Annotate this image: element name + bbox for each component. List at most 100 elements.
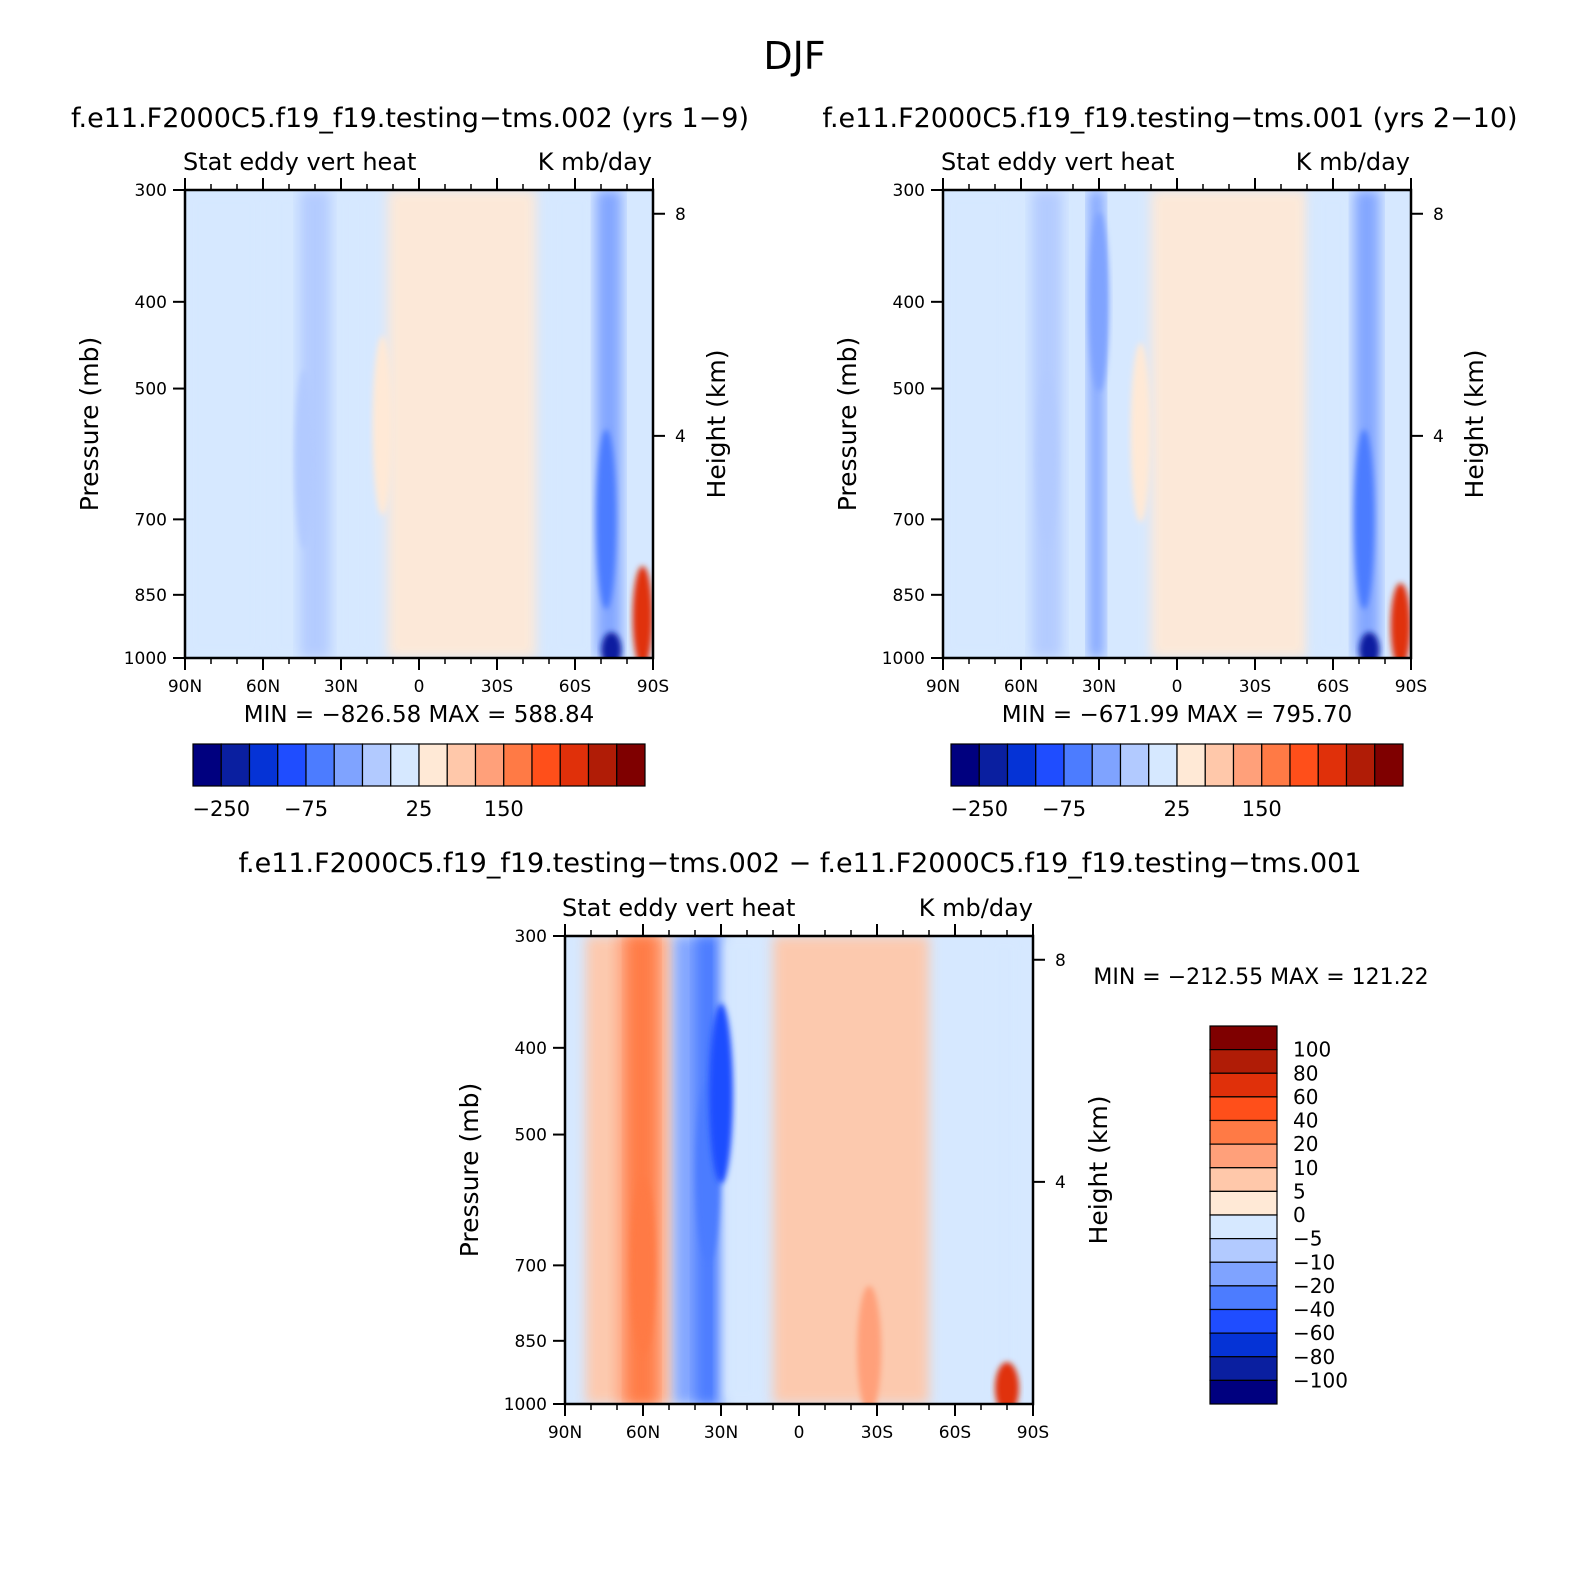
colorbar-swatch: [1035, 743, 1065, 787]
panel-1-title: f.e11.F2000C5.f19_f19.testing−tms.002 (y…: [71, 103, 749, 134]
x-tick-label: 90N: [168, 677, 202, 697]
x-tick-label: 30S: [861, 1423, 893, 1443]
field-band: [185, 190, 263, 658]
field-feature: [1354, 429, 1375, 610]
y-tick-label: 400: [893, 293, 925, 313]
x-tick-label: 90S: [1395, 677, 1427, 697]
colorbar-swatch: [1209, 1072, 1278, 1098]
field-feature: [1130, 342, 1151, 523]
field-feature: [1359, 632, 1380, 658]
right-tick-label: 8: [675, 205, 686, 225]
panel-3: f.e11.F2000C5.f19_f19.testing−tms.002 − …: [238, 848, 1428, 1443]
page-title: DJF: [763, 34, 826, 78]
panel-3-min-max: MIN = −212.55 MAX = 121.22: [1093, 965, 1428, 990]
colorbar-label: −10: [1293, 1250, 1335, 1274]
colorbar-label: 100: [1293, 1038, 1331, 1062]
right-tick-label: 4: [675, 427, 686, 447]
colorbar-label: 25: [406, 797, 433, 821]
panel-1-colorbar: −250 −75 25 150: [192, 743, 646, 821]
colorbar-swatch: [1209, 1096, 1278, 1122]
panel-2-contour-field: [943, 190, 1411, 658]
x-tick-label: 0: [794, 1423, 805, 1443]
field-band: [1312, 190, 1354, 658]
colorbar-swatch: [1209, 1356, 1278, 1381]
field-feature: [995, 1362, 1019, 1404]
colorbar-label: −250: [192, 797, 250, 821]
field-band: [721, 936, 763, 1404]
field-band: [549, 190, 596, 658]
field-feature: [596, 429, 617, 610]
colorbar-swatch: [559, 743, 590, 787]
panel-2: f.e11.F2000C5.f19_f19.testing−tms.001 (y…: [822, 103, 1517, 821]
panel-2-right-axis-label: Height (km): [1460, 350, 1489, 499]
field-feature: [1390, 583, 1411, 658]
colorbar-label: −40: [1293, 1298, 1335, 1322]
colorbar-swatch: [1204, 743, 1235, 787]
x-tick-label: 30N: [324, 677, 358, 697]
panel-3-ylabel: Pressure (mb): [455, 1083, 484, 1257]
colorbar-swatch: [1209, 1119, 1278, 1145]
panel-3-title: f.e11.F2000C5.f19_f19.testing−tms.002 − …: [238, 848, 1361, 879]
colorbar-label: 150: [484, 797, 524, 821]
right-tick-label: 4: [1433, 427, 1444, 447]
colorbar-swatch: [390, 743, 420, 787]
colorbar-swatch: [978, 743, 1009, 787]
colorbar-swatch: [192, 743, 222, 787]
panel-3-axes: 90N 60N 30N 0 30S 60S 90S 300 400 500 700 850 1000 8 4: [504, 924, 1066, 1443]
colorbar-label: −60: [1293, 1321, 1335, 1345]
y-tick-label: 400: [135, 293, 167, 313]
x-tick-label: 30N: [704, 1423, 738, 1443]
x-tick-label: 90N: [926, 677, 960, 697]
field-band: [341, 190, 367, 658]
panel-1-min-max: MIN = −826.58 MAX = 588.84: [244, 702, 595, 728]
x-tick-label: 90S: [637, 677, 669, 697]
colorbar-swatch: [1091, 743, 1122, 787]
colorbar-swatch: [1209, 1214, 1278, 1240]
y-tick-label: 1000: [124, 649, 167, 669]
panel-2-axes: 90N 60N 30N 0 30S 60S 90S 300 400 500 700 850 1000 8 4: [882, 178, 1444, 697]
y-tick-label: 1000: [504, 1395, 547, 1415]
colorbar-label: 60: [1293, 1085, 1318, 1109]
x-tick-label: 90N: [548, 1423, 582, 1443]
right-tick-label: 8: [1055, 951, 1066, 971]
panel-1-axes: 90N 60N 30N 0 30S 60S 90S 300 400 500 700 850 1000 8 4: [124, 178, 686, 697]
y-tick-label: 1000: [882, 649, 925, 669]
colorbar-swatch: [1148, 743, 1178, 787]
colorbar-swatch: [305, 743, 335, 787]
y-tick-label: 300: [893, 181, 925, 201]
colorbar-swatch: [1261, 743, 1291, 787]
colorbar-swatch: [587, 743, 618, 787]
colorbar-swatch: [1317, 743, 1348, 787]
colorbar-label: 25: [1164, 797, 1191, 821]
field-feature: [632, 566, 653, 658]
colorbar-swatch: [361, 743, 392, 787]
panel-1-ylabel: Pressure (mb): [75, 337, 104, 511]
field-band: [986, 936, 1023, 1404]
x-tick-label: 60N: [246, 677, 280, 697]
field-band: [387, 190, 536, 658]
colorbar-swatch: [503, 743, 533, 787]
field-band: [773, 936, 929, 1404]
colorbar-swatch: [1374, 743, 1404, 787]
colorbar-label: 0: [1293, 1203, 1306, 1227]
colorbar-swatch: [1209, 1167, 1278, 1192]
colorbar-label: 150: [1242, 797, 1282, 821]
colorbar-label: −5: [1293, 1227, 1322, 1251]
colorbar-swatch: [1063, 743, 1093, 787]
colorbar-swatch: [1209, 1285, 1278, 1311]
field-feature: [857, 1285, 882, 1404]
y-tick-label: 850: [893, 586, 925, 606]
panel-3-left-label: Stat eddy vert heat: [562, 894, 795, 922]
panel-3-contour-field: [565, 936, 1033, 1404]
colorbar-swatch: [1209, 1261, 1278, 1287]
y-tick-label: 300: [515, 927, 547, 947]
colorbar-label: 80: [1293, 1061, 1318, 1085]
y-tick-label: 400: [515, 1039, 547, 1059]
y-tick-label: 300: [135, 181, 167, 201]
y-tick-label: 700: [893, 510, 925, 530]
y-tick-label: 500: [893, 380, 925, 400]
x-tick-label: 60S: [1317, 677, 1349, 697]
x-tick-label: 30N: [1082, 677, 1116, 697]
